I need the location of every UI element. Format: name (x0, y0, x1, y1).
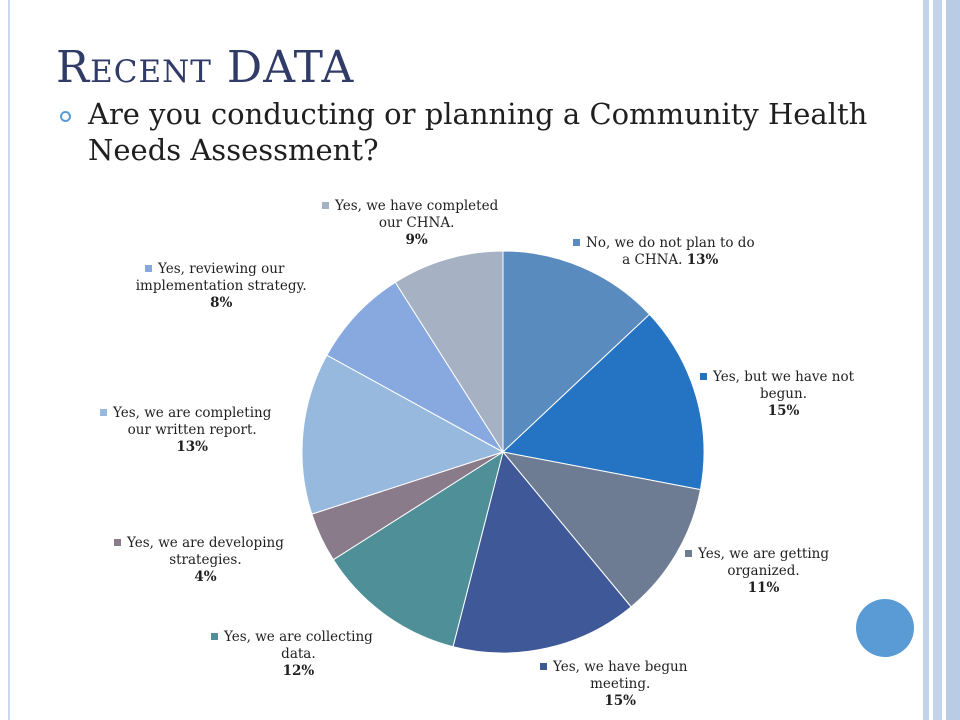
pie-slice-3 (501, 451, 702, 608)
slice-percent: 8% (210, 295, 232, 311)
legend-key-1 (573, 239, 580, 246)
pie-slice-9 (394, 250, 504, 454)
slice-percent: 4% (194, 569, 216, 585)
slice-label-line: implementation strategy. (136, 278, 307, 294)
slice-percent: 15% (768, 403, 800, 419)
pie-slice-1 (502, 250, 651, 454)
legend-key-2 (700, 373, 707, 380)
bullet-text: Are you conducting or planning a Communi… (88, 97, 868, 167)
slice-label-line: organized. (727, 563, 799, 579)
slice-label-line: Yes, we have begun (552, 659, 688, 675)
slice-label-line: Yes, we are developing (126, 535, 284, 551)
bullet-circle-icon (60, 111, 71, 122)
slice-label-line: Yes, we have completed (334, 198, 499, 214)
slice-label-line: our CHNA. (379, 215, 455, 231)
slice-label-line: a CHNA. 13% (622, 252, 718, 268)
slice-label-1: No, we do not plan to doa CHNA. 13% (573, 235, 755, 268)
legend-key-7 (100, 409, 107, 416)
slice-label-line: strategies. (169, 552, 241, 568)
slice-percent: 13% (687, 252, 719, 268)
legend-key-9 (322, 202, 329, 209)
legend-key-6 (114, 539, 121, 546)
slide-frame-left (8, 0, 10, 720)
slice-label-line: data. (281, 646, 315, 662)
slide-frame-right (920, 0, 960, 720)
slice-label-line: meeting. (590, 676, 650, 692)
slice-label-line: Yes, but we have not (712, 369, 855, 385)
slice-label-line: Yes, reviewing our (157, 261, 285, 277)
slice-percent: 11% (748, 580, 780, 596)
pie-slice-5 (332, 450, 504, 648)
decorative-circle (856, 599, 914, 657)
legend-key-3 (685, 550, 692, 557)
legend-key-8 (145, 265, 152, 272)
legend-key-5 (211, 633, 218, 640)
slice-percent: 15% (604, 693, 636, 709)
slice-label-line: our written report. (128, 422, 257, 438)
pie-slice-7 (301, 354, 505, 515)
legend-key-4 (540, 663, 547, 670)
slice-label-line: begun. (760, 386, 807, 402)
pie-slice-4 (452, 450, 632, 654)
pie-slice-8 (326, 281, 504, 453)
slice-percent: 12% (283, 663, 315, 679)
pie-slice-2 (501, 313, 705, 491)
slice-label-line: Yes, we are completing (112, 405, 272, 421)
slice-label-line: Yes, we are getting (697, 546, 829, 562)
slide-title: Recent DATA (56, 38, 354, 98)
slice-label-line: No, we do not plan to do (586, 235, 755, 251)
slice-percent: 9% (406, 232, 428, 248)
slide-title-smallcaps: Recent (56, 42, 212, 93)
slice-label-line: Yes, we are collecting (223, 629, 373, 645)
slice-percent: 13% (176, 439, 208, 455)
slide-title-plain: DATA (226, 42, 355, 93)
